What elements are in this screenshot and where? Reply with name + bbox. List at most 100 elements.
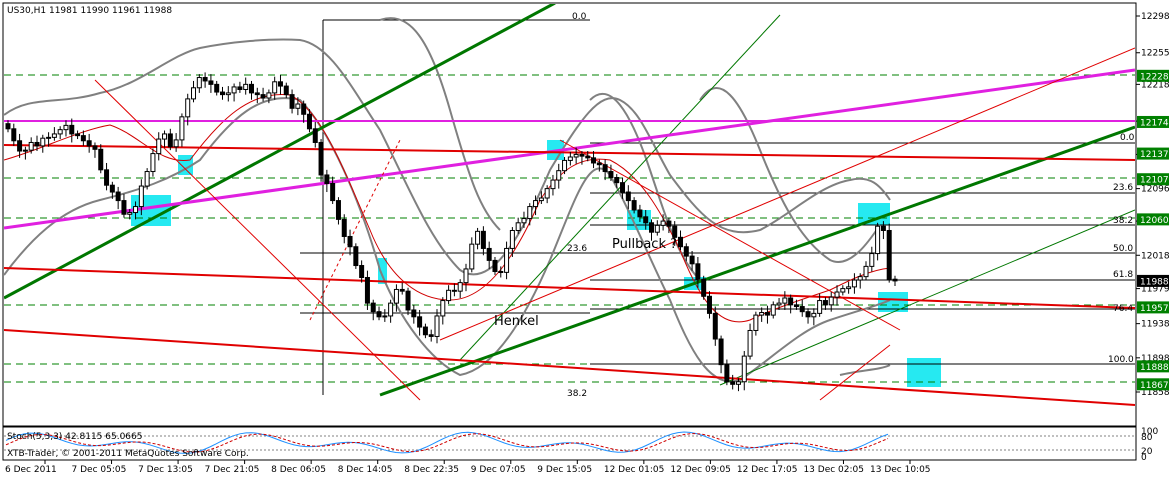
level-price-label: 12174	[1140, 118, 1169, 128]
candle	[34, 135, 40, 152]
candle	[677, 230, 683, 251]
candle	[57, 126, 63, 140]
time-axis: 6 Dec 2011 7 Dec 05:05 7 Dec 13:05 7 Dec 21…	[5, 460, 931, 475]
fib-right-50: 50.0	[1113, 244, 1133, 254]
candle	[301, 100, 307, 123]
candle	[764, 305, 770, 324]
time-tick-label: 12 Dec 17:05	[737, 465, 798, 475]
candle	[347, 229, 353, 256]
fib-right-382: 38.2	[1113, 216, 1133, 226]
level-price-tag	[1137, 173, 1169, 186]
candle	[521, 211, 527, 228]
level-price-label: 11988	[1140, 277, 1169, 287]
candle	[828, 292, 834, 312]
fib-left-382: 38.2	[567, 389, 587, 399]
stoch-tick-label: 80	[1141, 433, 1153, 443]
candle	[341, 214, 347, 244]
time-tick-label: 13 Dec 02:05	[803, 465, 864, 475]
candle	[283, 82, 289, 99]
annotation-pullback: Pullback ?	[612, 237, 677, 252]
candle	[318, 139, 324, 182]
fib-right-0: 0.0	[1120, 133, 1135, 143]
candle	[417, 309, 423, 336]
candle	[857, 273, 863, 289]
candle	[863, 261, 869, 281]
candle	[376, 306, 382, 321]
candle	[202, 72, 208, 88]
level-price-tag	[1137, 115, 1169, 128]
highlight-box-7	[858, 203, 890, 225]
candle	[654, 220, 660, 236]
candle	[509, 227, 515, 257]
candle	[614, 174, 620, 188]
price-axis: 1229812255122181217512136120961205812018…	[1136, 12, 1170, 398]
candle	[770, 301, 776, 319]
candle	[631, 197, 637, 214]
time-tick-label: 8 Dec 22:35	[404, 465, 459, 475]
candlestick-series	[5, 72, 898, 392]
time-tick-label: 9 Dec 15:05	[537, 465, 592, 475]
highlight-box-5	[378, 258, 387, 284]
stoch-tick-label: 100	[1141, 427, 1158, 437]
candle	[156, 132, 162, 161]
fib-left-0: 0.0	[572, 12, 587, 22]
candle	[782, 291, 788, 310]
candle	[254, 87, 260, 104]
candle	[608, 164, 614, 181]
candle	[533, 195, 539, 216]
highlight-box-9	[907, 358, 941, 387]
candle	[759, 307, 765, 322]
time-tick-label: 13 Dec 10:05	[870, 465, 931, 475]
candle	[886, 223, 892, 283]
candle	[237, 81, 243, 93]
candle	[649, 219, 655, 241]
candle	[173, 133, 179, 152]
fib-right-236: 23.6	[1113, 183, 1133, 193]
level-price-label: 12137	[1140, 150, 1169, 160]
candle	[683, 243, 689, 262]
candle	[880, 221, 886, 240]
candle	[220, 86, 226, 100]
candle	[191, 80, 197, 103]
candle	[138, 179, 144, 216]
candle	[446, 285, 452, 304]
candle	[115, 186, 121, 210]
time-tick-label: 7 Dec 13:05	[138, 465, 193, 475]
level-price-label: 11867	[1140, 381, 1169, 391]
candle	[741, 350, 747, 391]
candle	[46, 132, 52, 147]
candle	[451, 283, 457, 297]
candle	[266, 89, 272, 104]
candle	[550, 174, 556, 196]
level-price-label: 11888	[1140, 363, 1169, 373]
price-tick-label: 12218	[1141, 80, 1170, 90]
level-price-label: 12228	[1140, 72, 1169, 82]
level-price-label: 11957	[1140, 304, 1169, 314]
stoch-tick-label: 20	[1141, 447, 1153, 457]
candle	[706, 291, 712, 319]
price-tick-label: 12018	[1141, 251, 1170, 261]
candle	[753, 311, 759, 336]
candle	[817, 293, 823, 317]
level-price-tag	[1137, 301, 1169, 314]
candle	[353, 243, 359, 269]
candle	[393, 284, 399, 312]
candle	[243, 77, 249, 95]
candle	[382, 309, 388, 322]
candle	[260, 87, 266, 102]
candle	[75, 130, 81, 140]
candle	[475, 227, 481, 250]
candle	[834, 285, 840, 306]
candle	[596, 159, 602, 172]
candle	[579, 151, 585, 165]
candle	[718, 335, 724, 374]
level-price-tag	[1137, 69, 1169, 82]
candle	[428, 329, 434, 342]
candle	[405, 287, 411, 316]
candle	[69, 118, 75, 143]
candle	[11, 123, 17, 146]
candle	[312, 121, 318, 148]
candle	[504, 241, 510, 280]
